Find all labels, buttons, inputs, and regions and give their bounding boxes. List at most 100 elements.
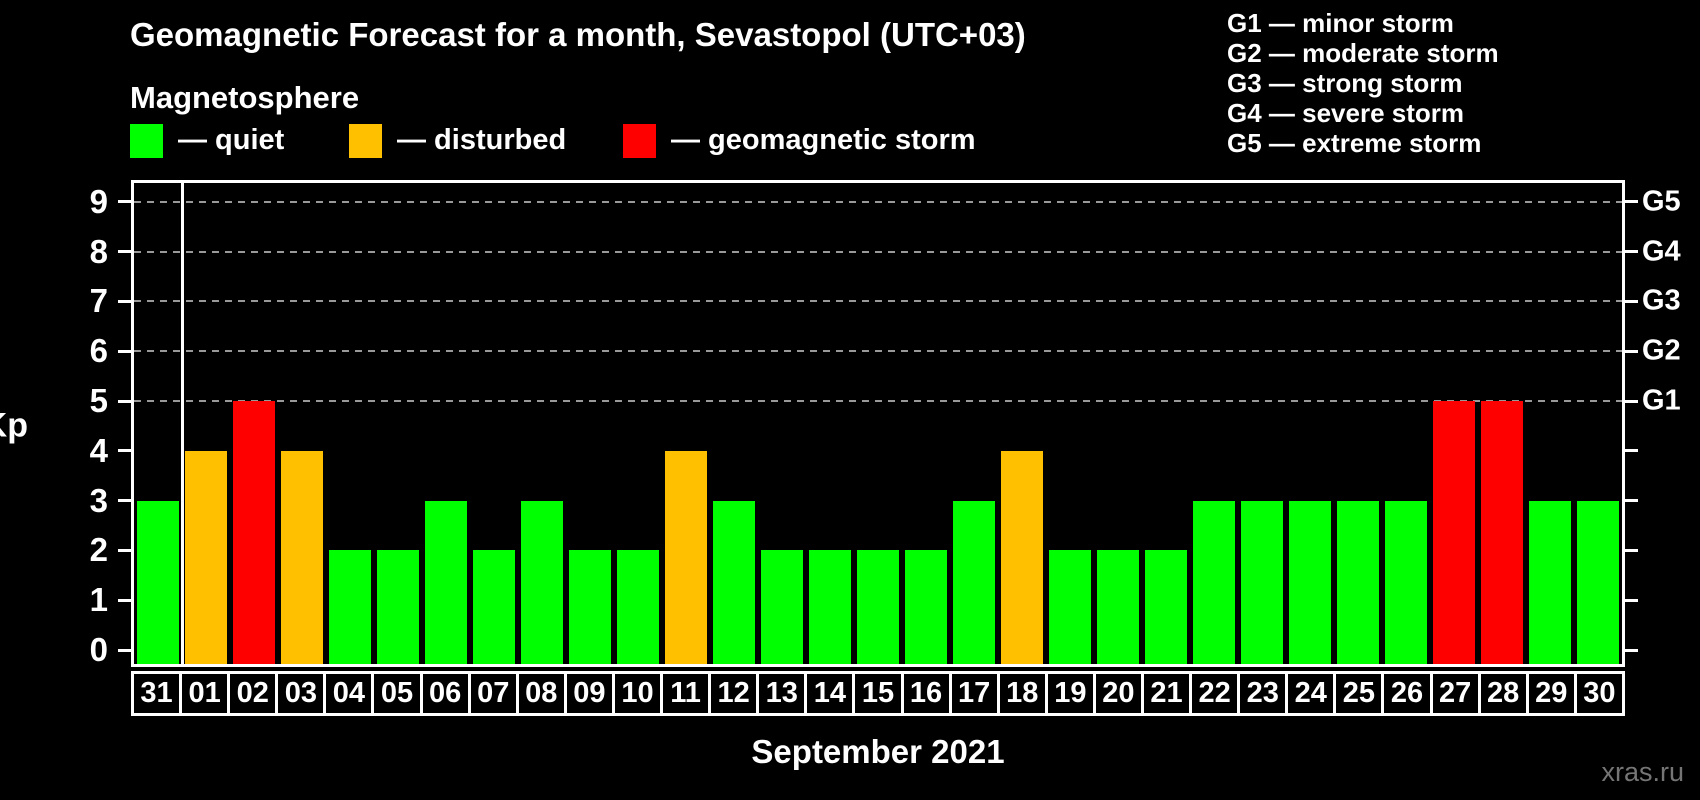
storm-scale-line-5: G5 — extreme storm xyxy=(1227,128,1482,158)
day-label-18: 18 xyxy=(996,671,1048,716)
bar-slot-01 xyxy=(182,183,230,664)
bar-slot-02 xyxy=(230,183,278,664)
y-tick-label-7: 7 xyxy=(89,282,108,320)
y-tick-right-4 xyxy=(1625,449,1638,453)
legend-item-disturbed: — disturbed xyxy=(349,123,566,158)
y-tick-label-3: 3 xyxy=(89,481,108,519)
bar-day-27 xyxy=(1432,401,1476,664)
gridline-kp7 xyxy=(134,300,1622,303)
magnetosphere-subtitle: Magnetosphere xyxy=(130,80,360,115)
gridline-kp5 xyxy=(134,400,1622,402)
bar-day-01 xyxy=(184,450,228,664)
bar-slot-22 xyxy=(1190,183,1238,664)
day-label-20: 20 xyxy=(1092,671,1144,716)
bar-slot-13 xyxy=(758,183,806,664)
bar-slot-30 xyxy=(1574,183,1622,664)
y-tick-left-7 xyxy=(118,299,131,303)
bar-slot-03 xyxy=(278,183,326,664)
day-label-17: 17 xyxy=(948,671,1000,716)
right-axis-label-g4: G4 xyxy=(1642,235,1681,268)
y-tick-right-2 xyxy=(1625,548,1638,552)
bar-slot-31 xyxy=(134,183,182,664)
day-label-04: 04 xyxy=(323,671,375,716)
x-axis-title: September 2021 xyxy=(751,733,1005,770)
bar-day-21 xyxy=(1144,550,1188,664)
bar-day-14 xyxy=(808,550,852,664)
bar-day-25 xyxy=(1336,500,1380,664)
right-axis-label-g3: G3 xyxy=(1642,284,1681,317)
bar-day-15 xyxy=(856,550,900,664)
legend-item-quiet: — quiet xyxy=(130,123,284,158)
bar-slot-07 xyxy=(470,183,518,664)
page-title: Geomagnetic Forecast for a month, Sevast… xyxy=(130,16,1026,53)
bar-slot-20 xyxy=(1094,183,1142,664)
y-tick-label-1: 1 xyxy=(89,581,108,619)
bar-slot-12 xyxy=(710,183,758,664)
day-label-29: 29 xyxy=(1525,671,1577,716)
bar-day-12 xyxy=(712,500,756,664)
right-axis-label-g2: G2 xyxy=(1642,334,1681,367)
bar-day-06 xyxy=(424,500,468,664)
storm-scale-line-4: G4 — severe storm xyxy=(1227,98,1465,128)
y-tick-left-9 xyxy=(118,200,131,204)
bar-day-26 xyxy=(1384,500,1428,664)
day-label-09: 09 xyxy=(563,671,615,716)
y-tick-label-9: 9 xyxy=(89,182,108,220)
bar-slot-25 xyxy=(1334,183,1382,664)
y-tick-label-5: 5 xyxy=(89,382,108,419)
day-label-06: 06 xyxy=(419,671,471,716)
y-tick-left-4 xyxy=(118,449,131,453)
bar-slot-11 xyxy=(662,183,710,664)
day-label-08: 08 xyxy=(515,671,567,716)
bar-slot-09 xyxy=(566,183,614,664)
day-label-31: 31 xyxy=(131,671,183,716)
bar-slot-15 xyxy=(854,183,902,664)
day-label-01: 01 xyxy=(179,671,231,716)
bar-day-11 xyxy=(664,450,708,664)
bar-slot-17 xyxy=(950,183,998,664)
bar-slot-19 xyxy=(1046,183,1094,664)
day-label-26: 26 xyxy=(1381,671,1433,716)
watermark: xras.ru xyxy=(1601,757,1684,787)
bar-slot-24 xyxy=(1286,183,1334,664)
bar-day-23 xyxy=(1240,500,1284,664)
day-label-24: 24 xyxy=(1285,671,1337,716)
legend-label-disturbed: — disturbed xyxy=(397,124,567,156)
bar-day-09 xyxy=(568,550,612,664)
bar-slot-06 xyxy=(422,183,470,664)
y-axis-label: Kp xyxy=(0,406,28,445)
y-tick-right-0 xyxy=(1625,648,1638,652)
day-label-19: 19 xyxy=(1044,671,1096,716)
y-tick-label-6: 6 xyxy=(89,332,108,370)
day-label-05: 05 xyxy=(371,671,423,716)
legend-item-storm: — geomagnetic storm xyxy=(623,123,976,158)
gridline-kp6 xyxy=(134,350,1622,353)
bars-container xyxy=(134,183,1622,664)
day-label-11: 11 xyxy=(660,671,712,716)
bar-day-02 xyxy=(232,401,276,664)
bar-day-29 xyxy=(1528,500,1572,664)
legend-label-quiet: — quiet xyxy=(178,124,285,156)
gridline-kp8 xyxy=(134,250,1622,253)
day-label-13: 13 xyxy=(756,671,808,716)
y-tick-right-8 xyxy=(1625,250,1638,254)
bar-day-13 xyxy=(760,550,804,664)
storm-color-swatch xyxy=(623,123,656,158)
bar-day-19 xyxy=(1048,550,1092,664)
day-label-15: 15 xyxy=(852,671,904,716)
day-label-25: 25 xyxy=(1333,671,1385,716)
y-tick-left-3 xyxy=(118,499,131,503)
day-label-22: 22 xyxy=(1189,671,1241,716)
bar-day-07 xyxy=(472,550,516,664)
y-tick-left-0 xyxy=(118,648,131,652)
y-tick-left-2 xyxy=(118,548,131,552)
gridline-kp9 xyxy=(134,200,1622,203)
day-label-21: 21 xyxy=(1140,671,1193,716)
day-label-02: 02 xyxy=(227,671,279,716)
y-tick-right-7 xyxy=(1625,299,1638,303)
y-tick-right-1 xyxy=(1625,598,1638,602)
bar-slot-26 xyxy=(1382,183,1430,664)
bar-slot-04 xyxy=(326,183,374,664)
day-label-10: 10 xyxy=(611,671,664,716)
month-separator-line xyxy=(181,183,184,664)
